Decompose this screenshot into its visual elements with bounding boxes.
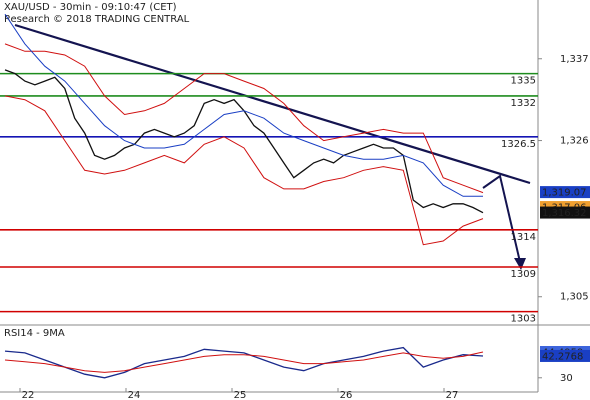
price-tag bbox=[540, 349, 590, 362]
y-tick-label: 30 bbox=[560, 373, 573, 384]
price-tag-label: 1,316.32 bbox=[542, 208, 587, 219]
price-tag-label: 42.2768 bbox=[542, 351, 583, 362]
y-tick-label: 1,305 bbox=[560, 292, 589, 303]
level-label: 1332 bbox=[511, 98, 536, 109]
series-line bbox=[4, 95, 484, 246]
series-line bbox=[4, 43, 484, 194]
y-tick-label: 1,326 bbox=[560, 136, 589, 147]
forecast-arrow bbox=[482, 174, 521, 263]
rsi-title: RSI14 - 9MA bbox=[4, 328, 65, 339]
price-tag-label: 1,319.07 bbox=[542, 188, 587, 199]
level-label: 1335 bbox=[511, 76, 536, 87]
x-tick-label: 25 bbox=[234, 390, 247, 400]
level-label: 1309 bbox=[511, 269, 536, 280]
trend-line bbox=[14, 23, 531, 185]
x-tick-label: 27 bbox=[446, 390, 459, 400]
y-tick-label: 1,337 bbox=[560, 54, 589, 65]
chart-title: XAU/USD - 30min - 09:10:47 (CET) bbox=[4, 2, 177, 13]
x-tick-label: 24 bbox=[128, 390, 141, 400]
arrow-head bbox=[514, 258, 526, 270]
price-tag bbox=[540, 186, 590, 199]
level-label: 1314 bbox=[511, 232, 536, 243]
series-line bbox=[4, 346, 484, 379]
level-label: 1303 bbox=[511, 314, 536, 325]
level-label: 1326.5 bbox=[501, 139, 536, 150]
price-tag bbox=[540, 206, 590, 219]
x-tick-label: 26 bbox=[340, 390, 353, 400]
chart-subtitle: Research © 2018 TRADING CENTRAL bbox=[4, 14, 190, 25]
x-tick-label: 22 bbox=[22, 390, 35, 400]
series-line bbox=[4, 351, 484, 373]
series-line bbox=[4, 13, 483, 197]
